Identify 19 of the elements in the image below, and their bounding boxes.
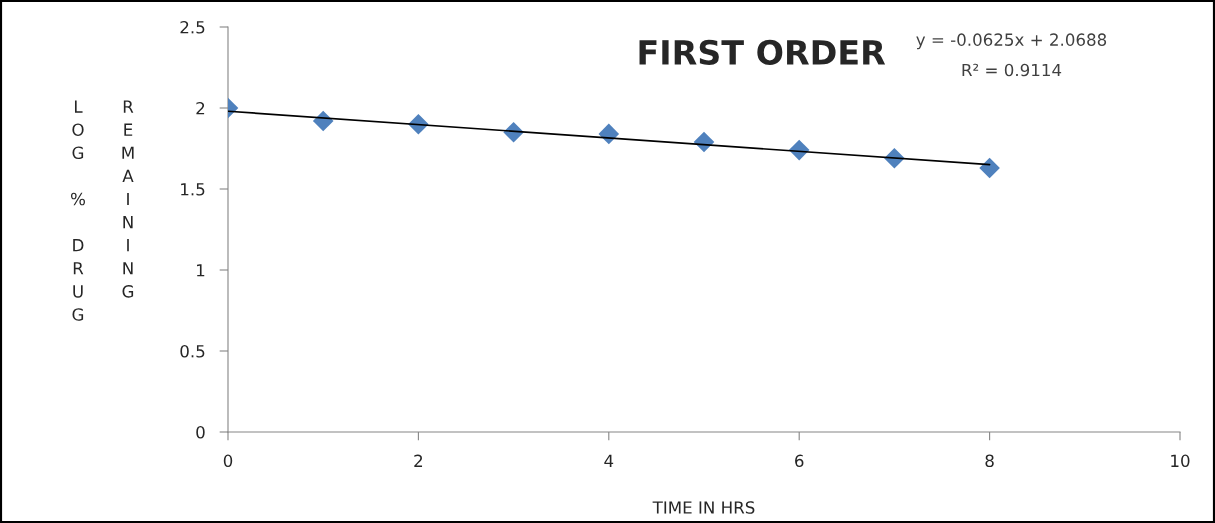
x-tick-label: 8 — [985, 454, 994, 468]
x-tick-label: 4 — [604, 454, 614, 467]
y-tick-label: 2 — [196, 101, 205, 115]
chart-title: FIRST ORDER — [639, 39, 886, 65]
annotation: R² = 0.9114 — [962, 63, 1062, 77]
y-tick-label: 1.5 — [181, 183, 205, 196]
x-tick-label: 2 — [414, 454, 423, 467]
x-tick-label: 6 — [795, 454, 804, 468]
point — [979, 157, 1000, 179]
x-tick-label: 0 — [223, 454, 233, 468]
point — [598, 123, 620, 145]
annotation: y = -0.0625x + 2.0688 — [916, 33, 1107, 50]
x-tick-label: 10 — [1171, 454, 1190, 468]
y-tick-label: 0 — [196, 425, 205, 439]
y-tick-label: 2.5 — [180, 20, 205, 34]
y-tick-label: 1 — [197, 264, 205, 277]
text: LOG % DRUG REMAINING — [71, 100, 134, 321]
y-tick-label: 0.5 — [180, 344, 205, 358]
x-axis-title: TIME IN HRS — [652, 501, 755, 514]
